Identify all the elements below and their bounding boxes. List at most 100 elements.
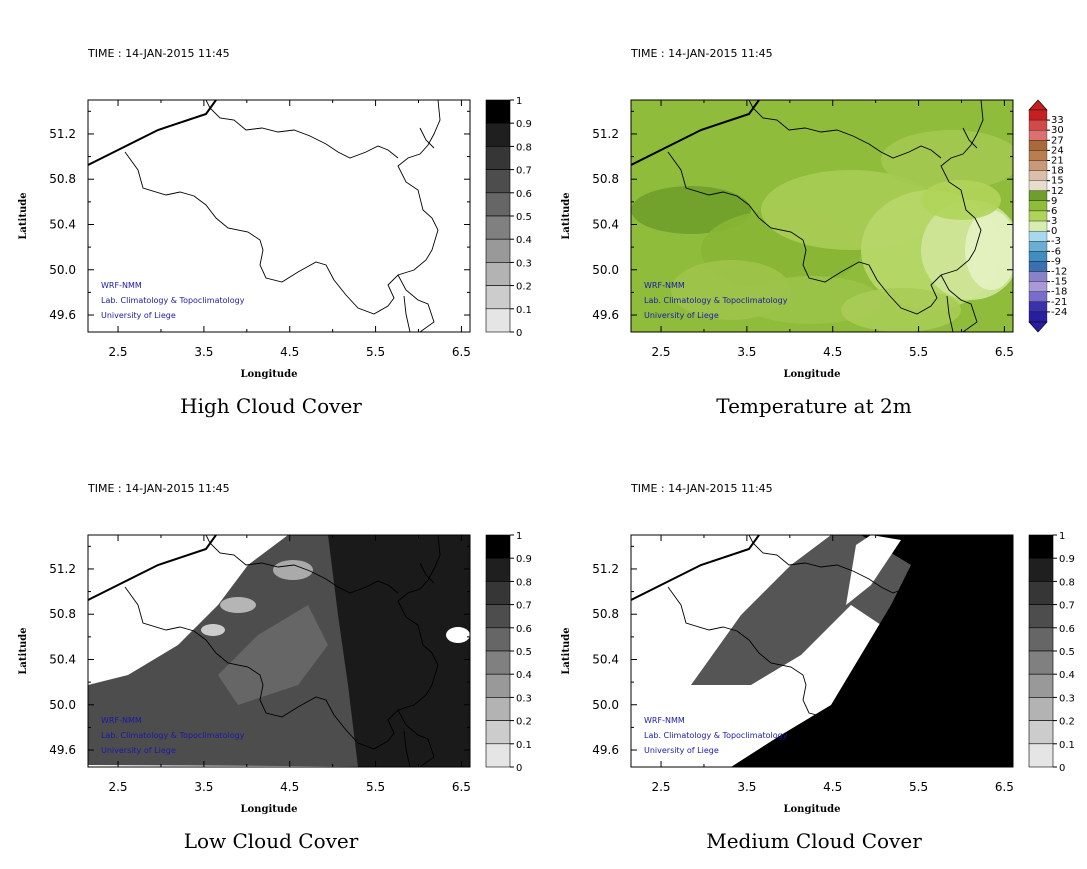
colorbar-swatch — [1028, 140, 1048, 151]
colorbar-label: 0.4 — [516, 235, 532, 246]
y-tick-label: 50.0 — [592, 698, 619, 712]
y-tick-label: 50.0 — [592, 263, 619, 277]
plot-frame — [87, 534, 471, 768]
map-temperature: TIME : 14-JAN-2015 11:45 2.5 3.5 4.5 5.5 6.5 5… — [561, 47, 1067, 418]
time-label: TIME : 14-JAN-2015 11:45 — [630, 482, 773, 495]
germany-border — [403, 295, 411, 332]
temperature-contour-9 — [671, 260, 791, 320]
temperature-contour-8 — [841, 288, 961, 332]
y-tick-label: 49.6 — [49, 308, 76, 322]
credit-line: University of Liege — [101, 746, 176, 755]
coastline — [88, 535, 217, 601]
belgium-border — [124, 535, 441, 750]
y-tick-label: 50.8 — [49, 172, 76, 186]
colorbar-swatch — [485, 146, 511, 170]
north-border — [748, 100, 942, 159]
colorbar-swatch — [485, 604, 511, 629]
x-tick-label: 3.5 — [737, 780, 756, 794]
colorbar-label: 18 — [1051, 166, 1064, 177]
colorbar-label: 30 — [1051, 125, 1064, 136]
colorbar-swatch — [1028, 170, 1048, 181]
colorbar-label: 1 — [516, 531, 522, 542]
credit-line: WRF-NMM — [644, 716, 685, 725]
colorbar-swatch — [485, 557, 511, 582]
belgium-border — [667, 100, 984, 315]
x-tick-label: 6.5 — [452, 780, 471, 794]
colorbar-top-arrow — [1028, 99, 1048, 111]
x-tick-label: 4.5 — [280, 345, 299, 359]
colorbar-label: 0.8 — [516, 142, 532, 153]
colorbar-swatch — [1028, 271, 1048, 282]
colorbar-label: 0.5 — [516, 212, 532, 223]
colorbar-swatch — [1028, 109, 1048, 121]
credit-line: University of Liege — [644, 311, 719, 320]
colorbar-label: -15 — [1051, 277, 1067, 288]
y-tick-label: 49.6 — [592, 743, 619, 757]
colorbar-swatch — [1028, 301, 1048, 313]
colorbar-swatch — [1028, 557, 1054, 582]
belgium-border — [667, 535, 984, 750]
low-cloud-dense — [328, 535, 470, 767]
colorbar-label: 0.3 — [1059, 693, 1075, 704]
netherlands-border — [419, 562, 435, 584]
temperature-contour-0 — [631, 186, 751, 234]
y-tick-label: 50.8 — [592, 607, 619, 621]
x-tick-label: 5.5 — [909, 345, 928, 359]
germany-border — [946, 730, 954, 767]
x-tick-label: 6.5 — [995, 780, 1014, 794]
netherlands-border — [962, 562, 978, 584]
colorbar-label: 0.2 — [516, 717, 532, 728]
colorbar-swatch — [485, 122, 511, 147]
colorbar-label: 0.5 — [1059, 647, 1075, 658]
colorbar-swatch — [485, 581, 511, 605]
north-border — [205, 100, 399, 159]
colorbar-swatch — [1028, 291, 1048, 302]
panel-medium-cloud-cover: TIME : 14-JAN-2015 11:45 2.5 3.5 4.5 5.5 6.5 5… — [543, 435, 1086, 869]
plot-frame — [87, 99, 471, 333]
y-tick-label: 49.6 — [592, 308, 619, 322]
credit-line: University of Liege — [101, 311, 176, 320]
panel-temperature-2m: TIME : 14-JAN-2015 11:45 2.5 3.5 4.5 5.5 6.5 5… — [543, 0, 1086, 434]
x-tick-label: 4.5 — [823, 780, 842, 794]
colorbar-label: 0.7 — [1059, 601, 1075, 612]
luxembourg-border — [940, 274, 978, 332]
germany-border — [946, 295, 954, 332]
x-axis-label: Longitude — [240, 804, 297, 815]
colorbar-swatch — [485, 99, 511, 124]
coastline — [88, 100, 217, 166]
colorbar-label: -9 — [1051, 256, 1061, 267]
x-tick-label: 4.5 — [280, 780, 299, 794]
panel-title: Temperature at 2m — [716, 394, 911, 418]
colorbar-swatch — [485, 169, 511, 194]
colorbar-swatch — [1028, 200, 1048, 212]
netherlands-border — [419, 127, 435, 149]
colorbar-swatch — [1028, 311, 1048, 323]
colorbar-label: 0.3 — [516, 693, 532, 704]
credit-line: WRF-NMM — [101, 716, 142, 725]
colorbar-label: 0.2 — [516, 282, 532, 293]
x-tick-label: 5.5 — [366, 345, 385, 359]
germany-border — [403, 730, 411, 767]
luxembourg-border — [397, 274, 435, 332]
time-label: TIME : 14-JAN-2015 11:45 — [87, 47, 230, 60]
credit-line: WRF-NMM — [644, 281, 685, 290]
x-tick-label: 3.5 — [737, 345, 756, 359]
panel-title: Medium Cloud Cover — [706, 829, 922, 853]
panel-title: Low Cloud Cover — [184, 829, 359, 853]
x-tick-label: 6.5 — [995, 345, 1014, 359]
y-axis-label: Latitude — [18, 192, 29, 239]
colorbar-label: -18 — [1051, 287, 1067, 298]
colorbar-swatch — [485, 650, 511, 675]
x-tick-label: 5.5 — [366, 780, 385, 794]
y-tick-label: 51.2 — [49, 127, 76, 141]
colorbar-label: 15 — [1051, 176, 1064, 187]
colorbar-swatch — [1028, 697, 1054, 721]
colorbar-swatch — [1028, 230, 1048, 242]
colorbar-label: 0.1 — [1059, 740, 1075, 751]
colorbar-label: 0.1 — [516, 740, 532, 751]
colorbar-label: -3 — [1051, 236, 1061, 247]
colorbar-label: 0.6 — [516, 189, 532, 200]
y-tick-label: 49.6 — [49, 743, 76, 757]
x-axis-label: Longitude — [240, 369, 297, 380]
colorbar-label: 0.7 — [516, 166, 532, 177]
